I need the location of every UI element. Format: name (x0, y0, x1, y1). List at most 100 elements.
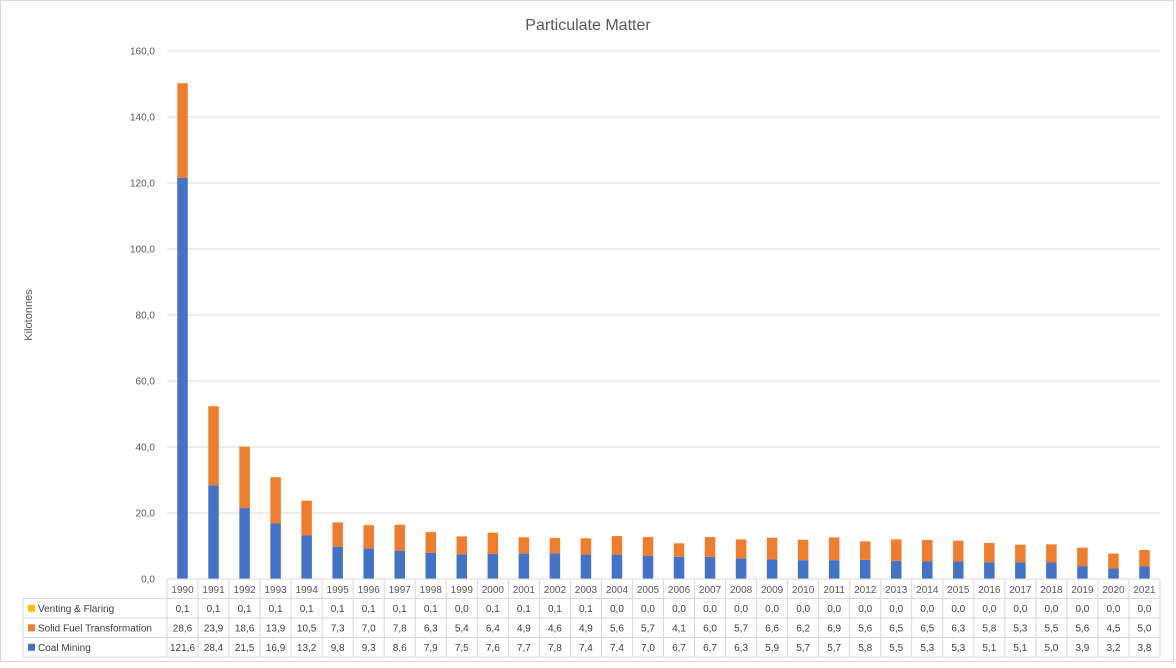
bar-segment (425, 552, 437, 579)
data-label: 0,1 (238, 604, 252, 615)
data-label: 3,8 (1138, 643, 1152, 654)
bar-segment (1077, 566, 1088, 579)
bar-segment (456, 554, 468, 579)
data-label: 0,1 (517, 604, 531, 615)
data-label: 0,0 (703, 604, 717, 615)
data-label: 5,4 (455, 623, 469, 634)
bar-segment (859, 541, 871, 560)
y-tick-label: 80,0 (136, 311, 156, 322)
data-label: 6,5 (889, 623, 903, 634)
data-label: 5,5 (889, 643, 903, 654)
data-label: 7,4 (579, 643, 593, 654)
x-tick-label: 1991 (202, 585, 225, 596)
data-label: 6,2 (796, 623, 810, 634)
x-tick-label: 1994 (296, 585, 319, 596)
bar-segment (394, 550, 405, 579)
x-tick-label: 2017 (1009, 585, 1032, 596)
x-tick-label: 1990 (171, 585, 194, 596)
bar-segment (456, 536, 468, 555)
x-tick-label: 2021 (1133, 585, 1156, 596)
data-label: 9,8 (331, 643, 345, 654)
data-label: 4,5 (1107, 623, 1121, 634)
bar-segment (549, 538, 561, 554)
bar-segment (984, 562, 995, 579)
x-tick-label: 2012 (854, 585, 877, 596)
data-label: 0,0 (889, 604, 903, 615)
bar-segment (828, 560, 840, 579)
data-label: 0,0 (1044, 604, 1058, 615)
data-label: 0,0 (641, 604, 655, 615)
bar-segment (890, 560, 902, 579)
data-label: 5,7 (796, 643, 810, 654)
data-label: 6,7 (703, 643, 717, 654)
data-label: 5,3 (920, 643, 934, 654)
bar-segment (270, 523, 281, 579)
x-tick-label: 1997 (389, 585, 412, 596)
data-label: 23,9 (204, 623, 224, 634)
bar-segment (642, 537, 654, 556)
data-label: 0,0 (672, 604, 686, 615)
data-label: 18,6 (235, 623, 255, 634)
data-label: 0,0 (765, 604, 779, 615)
data-label: 5,6 (610, 623, 624, 634)
data-label: 28,6 (173, 623, 193, 634)
bar-segment (425, 532, 437, 553)
bar-segment (332, 546, 343, 579)
data-label: 9,3 (362, 643, 376, 654)
bar-segment (797, 560, 809, 579)
data-label: 0,0 (455, 604, 469, 615)
y-axis-label: Kilotonnes (23, 289, 35, 341)
bar-segment (208, 485, 219, 579)
bar-segment (704, 537, 716, 557)
x-tick-label: 1992 (233, 585, 256, 596)
bar-segment (363, 525, 374, 549)
data-label: 7,0 (362, 623, 376, 634)
data-label: 10,5 (297, 623, 317, 634)
bar-segment (177, 83, 188, 178)
bar-segment (549, 553, 561, 579)
data-label: 7,4 (610, 643, 624, 654)
bar-segment (953, 561, 964, 579)
data-label: 16,9 (266, 643, 286, 654)
x-tick-label: 2015 (947, 585, 970, 596)
bar-segment (1077, 547, 1088, 567)
data-label: 0,0 (1013, 604, 1027, 615)
x-tick-label: 2006 (668, 585, 691, 596)
x-tick-label: 2009 (761, 585, 784, 596)
x-tick-label: 2007 (699, 585, 722, 596)
data-label: 7,8 (393, 623, 407, 634)
x-tick-label: 2011 (823, 585, 845, 596)
data-label: 0,1 (176, 604, 190, 615)
data-label: 0,1 (362, 604, 376, 615)
bar-segment (611, 536, 623, 555)
y-tick-label: 140,0 (130, 113, 155, 124)
y-tick-label: 60,0 (136, 377, 156, 388)
data-label: 0,0 (610, 604, 624, 615)
x-tick-label: 1998 (420, 585, 443, 596)
data-label: 0,1 (300, 604, 314, 615)
bar-segment (580, 554, 592, 579)
bar-segment (1015, 562, 1026, 579)
bar-segment (1046, 562, 1057, 579)
data-label: 4,6 (548, 623, 562, 634)
bar-segment (766, 559, 778, 579)
data-label: 0,1 (331, 604, 345, 615)
data-label: 0,1 (207, 604, 221, 615)
bar-segment (518, 553, 530, 579)
chart-title: Particulate Matter (525, 17, 651, 34)
data-table: 1990 1991 1992 1993 1994 1995 1996 1997 1998 1999… (22, 578, 1161, 658)
data-label: 0,0 (920, 604, 934, 615)
bar-segment (766, 537, 778, 560)
bar-segment (1139, 549, 1150, 567)
bar-segment (1108, 553, 1119, 569)
x-tick-label: 1995 (327, 585, 350, 596)
data-label: 3,9 (1075, 643, 1089, 654)
x-tick-label: 2010 (792, 585, 815, 596)
data-label: 6,6 (765, 623, 779, 634)
data-label: 5,3 (1013, 623, 1027, 634)
bar-segment (1108, 568, 1119, 579)
bar-segment (1046, 544, 1057, 563)
y-tick-label: 40,0 (136, 443, 156, 454)
bar-segment (301, 535, 312, 579)
